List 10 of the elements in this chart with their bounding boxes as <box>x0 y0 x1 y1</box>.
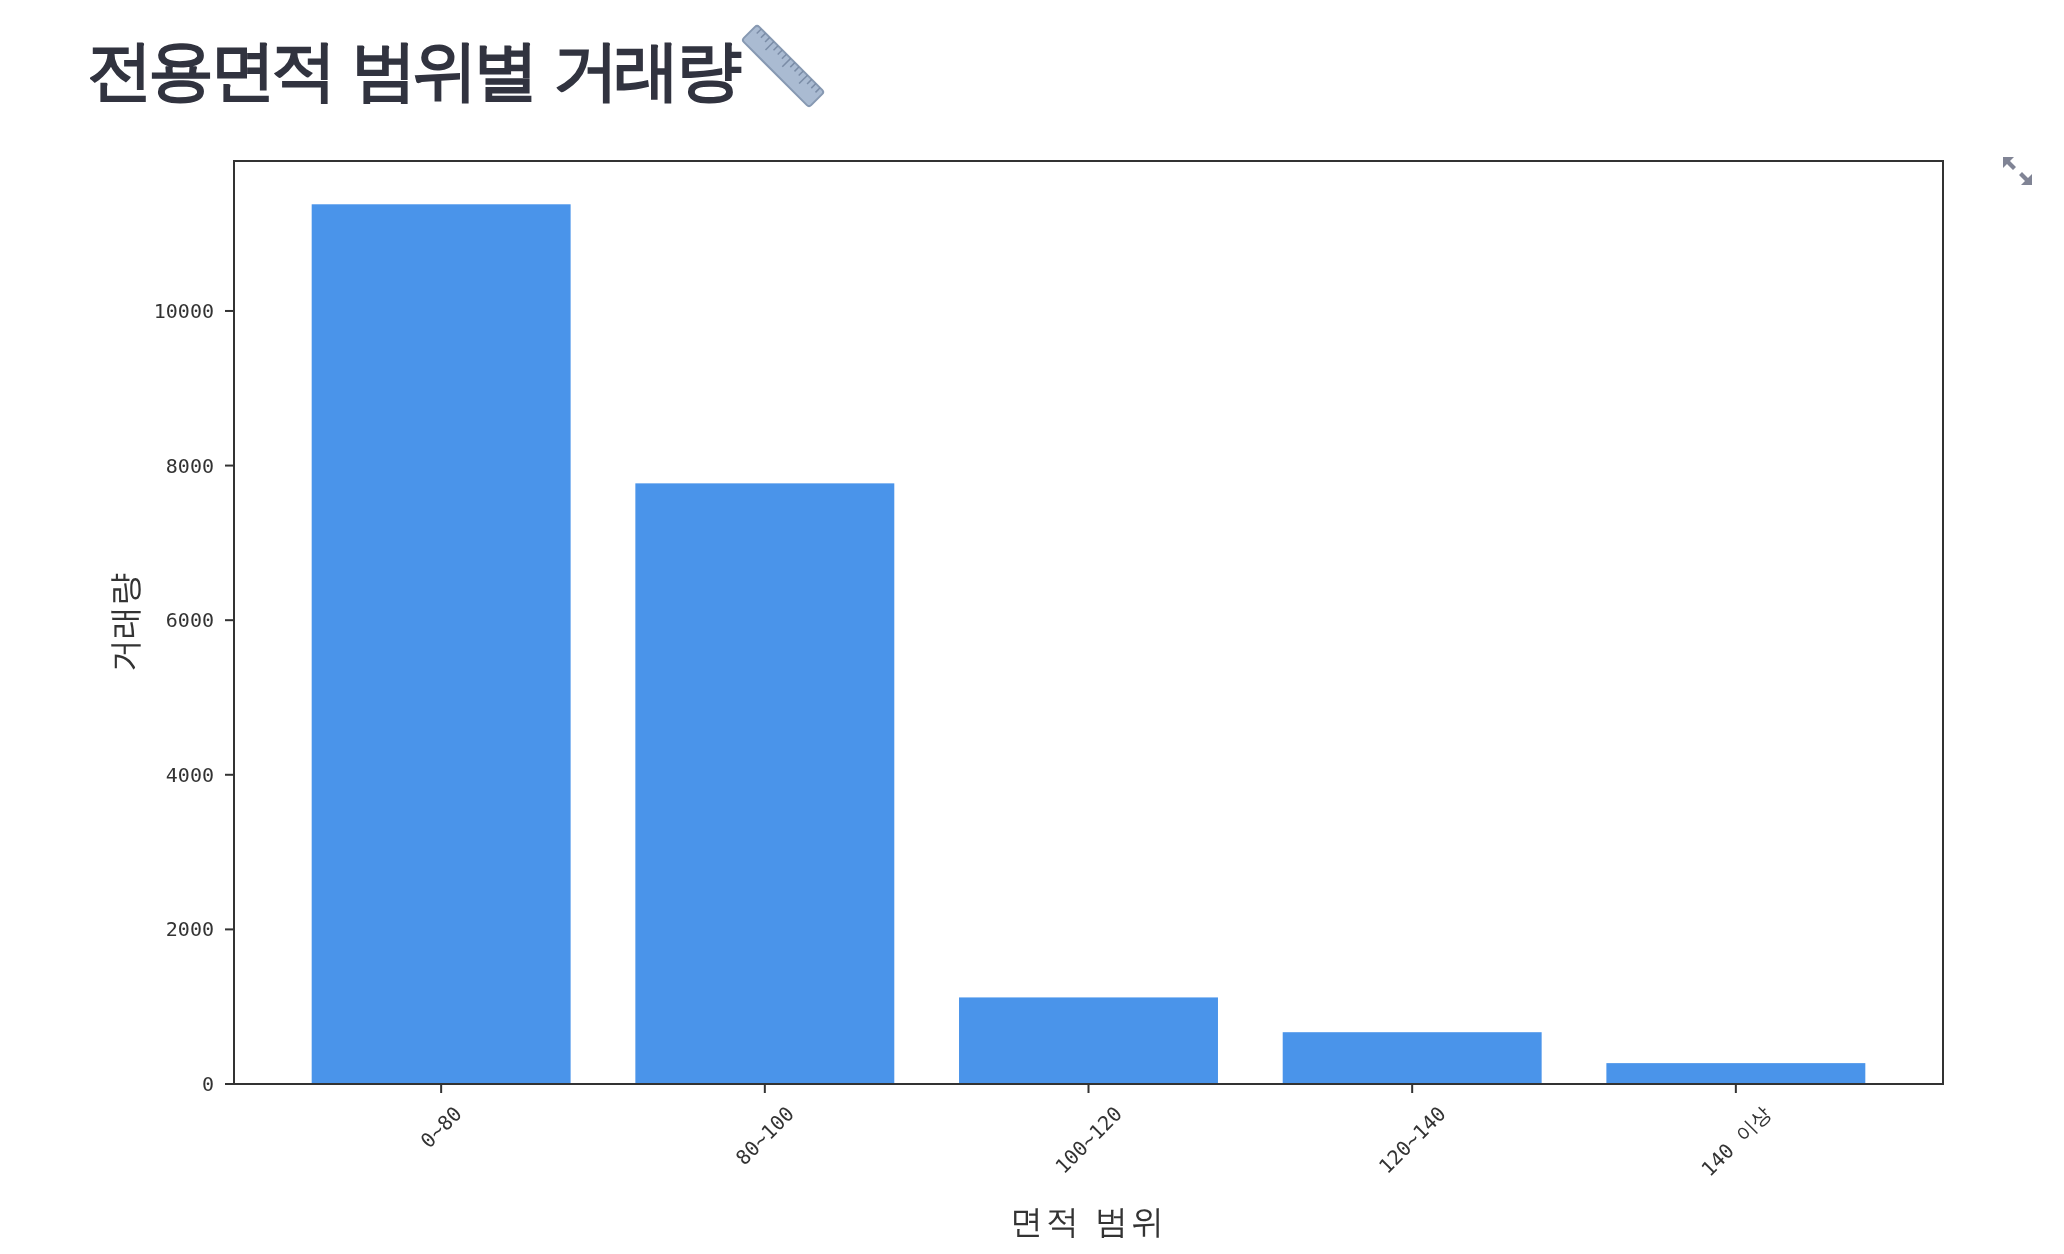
y-tick-label: 6000 <box>165 608 214 633</box>
y-tick-label: 0 <box>201 1072 214 1096</box>
chart-title: 전용면적 범위별 거래량 <box>87 32 742 109</box>
y-tick-label: 10000 <box>153 298 214 323</box>
y-tick-label: 8000 <box>165 453 214 478</box>
y-axis-title: 거래량 <box>104 573 144 672</box>
y-tick-label: 4000 <box>165 762 214 787</box>
y-tick-label: 2000 <box>165 917 214 942</box>
x-axis-title: 면적 범위 <box>1009 1202 1168 1241</box>
x-tick-label: 140 이상 <box>1696 1101 1776 1181</box>
